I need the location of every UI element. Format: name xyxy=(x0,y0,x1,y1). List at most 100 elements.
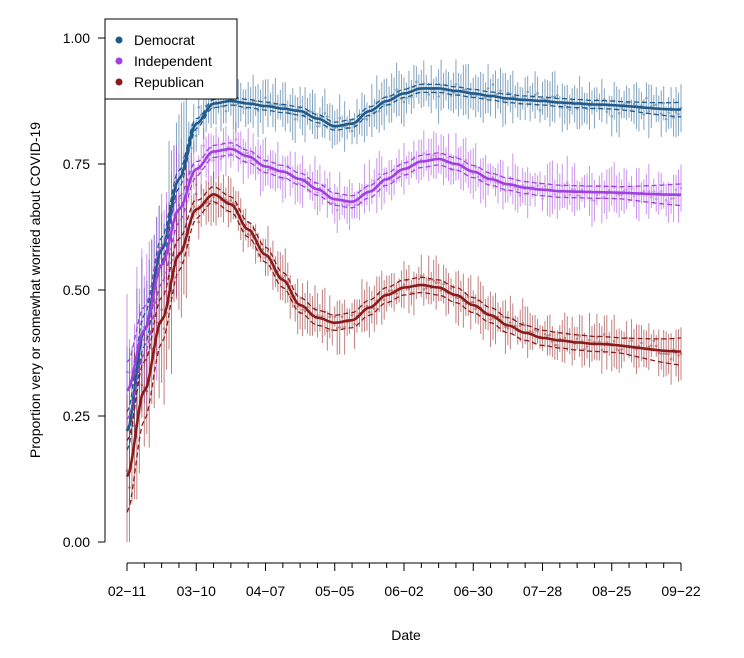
data-point xyxy=(551,340,554,344)
data-point xyxy=(474,165,478,169)
data-point xyxy=(464,88,468,91)
data-point xyxy=(516,188,520,191)
data-point xyxy=(323,111,327,115)
data-point xyxy=(162,327,166,330)
data-point xyxy=(180,196,183,200)
x-tick-label: 03−10 xyxy=(177,583,217,599)
legend-marker-independent xyxy=(115,57,123,65)
data-point xyxy=(548,102,552,106)
data-point xyxy=(207,200,210,204)
legend-marker-democrat xyxy=(115,36,123,44)
trend-line-republican xyxy=(125,192,681,478)
data-point xyxy=(400,172,403,175)
data-point xyxy=(593,340,596,344)
data-point xyxy=(395,292,398,295)
data-point xyxy=(368,184,371,187)
data-point xyxy=(506,91,510,95)
data-point xyxy=(402,283,406,286)
data-point xyxy=(427,278,431,282)
data-point xyxy=(499,89,502,93)
data-point xyxy=(316,191,319,194)
x-tick-label: 06−02 xyxy=(384,583,424,599)
data-point xyxy=(343,325,346,329)
data-point xyxy=(328,315,332,319)
data-point xyxy=(575,337,579,340)
data-point xyxy=(610,114,614,118)
data-point xyxy=(340,315,344,318)
data-point xyxy=(316,124,319,128)
data-point xyxy=(595,335,599,339)
ci-lower-republican xyxy=(126,201,682,513)
data-point xyxy=(432,279,435,282)
data-point xyxy=(615,348,618,351)
data-point xyxy=(368,310,371,314)
data-point xyxy=(301,308,304,311)
data-point xyxy=(585,345,589,348)
legend-box xyxy=(104,18,238,100)
data-point xyxy=(264,96,267,100)
data-point xyxy=(652,339,656,343)
data-point xyxy=(617,349,621,352)
x-tick-label: 04−07 xyxy=(246,583,286,599)
data-point xyxy=(454,296,458,299)
data-point xyxy=(194,134,198,138)
data-point xyxy=(125,469,129,473)
data-point xyxy=(583,347,586,351)
data-point xyxy=(422,152,426,155)
data-point xyxy=(486,87,490,90)
data-point xyxy=(513,95,517,98)
y-tick-label: 1.00 xyxy=(63,30,90,46)
data-point xyxy=(424,286,428,290)
data-point xyxy=(373,179,376,183)
data-point xyxy=(209,199,213,203)
data-point xyxy=(266,249,270,253)
data-point xyxy=(365,118,369,121)
data-point xyxy=(224,109,228,113)
data-point xyxy=(526,90,529,94)
data-point xyxy=(308,180,312,184)
data-point xyxy=(197,220,201,224)
data-point xyxy=(192,205,196,208)
data-point xyxy=(405,96,408,100)
data-point xyxy=(622,189,626,193)
data-point xyxy=(541,197,544,200)
data-point xyxy=(501,98,505,102)
data-point xyxy=(630,339,633,343)
data-point xyxy=(298,182,302,186)
data-point xyxy=(662,352,665,355)
data-point xyxy=(536,184,539,187)
data-point xyxy=(674,188,678,192)
data-point xyxy=(232,201,235,205)
data-point xyxy=(434,281,438,284)
data-point xyxy=(382,298,386,302)
data-point xyxy=(669,357,673,361)
data-point xyxy=(654,197,658,201)
data-point xyxy=(543,184,547,188)
data-point xyxy=(244,151,248,154)
data-point xyxy=(664,198,668,202)
data-point xyxy=(491,175,495,179)
data-point xyxy=(432,153,435,157)
data-point xyxy=(620,193,623,197)
data-point xyxy=(543,332,547,336)
data-point xyxy=(333,315,337,318)
data-point xyxy=(523,323,527,327)
data-point xyxy=(194,192,198,196)
data-point xyxy=(335,326,339,330)
data-point xyxy=(652,103,656,107)
data-point xyxy=(467,295,470,299)
data-point xyxy=(484,179,487,183)
data-point xyxy=(330,201,334,205)
data-point xyxy=(229,152,233,155)
data-point xyxy=(449,287,453,290)
data-point xyxy=(652,190,656,193)
data-point xyxy=(551,95,554,98)
data-point xyxy=(199,113,203,117)
data-point xyxy=(316,313,319,317)
data-point xyxy=(219,104,223,108)
data-point xyxy=(662,101,665,105)
data-point xyxy=(563,193,567,197)
data-point xyxy=(281,177,285,181)
data-point xyxy=(578,334,581,337)
